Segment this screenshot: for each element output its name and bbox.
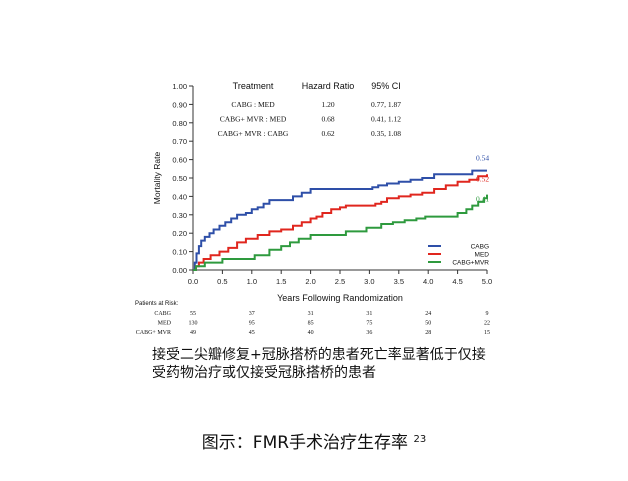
risk-value: 15 [484,330,490,336]
y-tick-label: 0.30 [172,211,187,220]
risk-row-label: CABG+ MVR [136,330,171,336]
risk-value: 75 [366,321,372,327]
hazard-ratio-table: Treatment Hazard Ratio 95% CI CABG : MED 1.2… [218,81,402,138]
x-tick-label: 1.5 [276,277,286,286]
y-tick-label: 0.10 [172,248,187,257]
risk-value: 36 [366,330,372,336]
table-hazard-ratio: 0.62 [321,129,334,138]
table-hazard-ratio: 0.68 [321,115,334,124]
x-tick-label: 3.5 [394,277,404,286]
table-treatment: CABG+ MVR : MED [220,115,287,124]
risk-value: 24 [425,311,431,317]
end-value-label: 0.54 [476,154,489,163]
legend-label: MED [475,252,490,259]
risk-value: 37 [249,311,255,317]
risk-value: 31 [308,311,314,317]
x-tick-label: 2.5 [335,277,345,286]
x-tick-label: 0.0 [188,277,198,286]
y-axis-label: Mortality Rate [152,152,162,205]
risk-value: 49 [190,330,196,336]
legend-label: CABG+MVR [452,260,489,267]
x-axis-label: Years Following Randomization [277,293,403,303]
table-ci: 0.41, 1.12 [371,115,401,124]
risk-value: 28 [425,330,431,336]
table-header: 95% CI [371,81,401,91]
table-ci: 0.77, 1.87 [371,100,401,109]
table-treatment: CABG : MED [231,100,275,109]
y-tick-label: 0.00 [172,266,187,275]
y-tick-label: 0.50 [172,174,187,183]
table-ci: 0.35, 1.08 [371,129,401,138]
y-tick-label: 0.40 [172,192,187,201]
series-line-med [193,174,488,271]
x-tick-label: 3.0 [364,277,374,286]
risk-value: 130 [189,321,198,327]
risk-value: 9 [486,311,489,317]
table-treatment: CABG+ MVR : CABG [218,129,289,138]
patients-at-risk-table: Patients at Risk: CABG 55 37 31 31 24 9 MED 130 95… [135,301,490,336]
x-tick-label: 4.5 [452,277,462,286]
legend-label: CABG [471,244,489,251]
risk-value: 31 [366,311,372,317]
x-tick-label: 4.0 [423,277,433,286]
caption-line-2: 受药物治疗或仅接受冠脉搭桥的患者 [152,365,376,381]
x-tick-label: 5.0 [482,277,492,286]
risk-value: 85 [308,321,314,327]
axes: 0.00 0.10 0.20 0.30 0.40 0.50 0.60 0.70 0.80 0.90… [152,82,492,303]
table-hazard-ratio: 1.20 [321,100,334,109]
risk-row-label: MED [158,321,172,327]
y-tick-label: 1.00 [172,82,187,91]
x-tick-label: 1.0 [247,277,257,286]
y-tick-label: 0.20 [172,229,187,238]
risk-title: Patients at Risk: [135,301,179,307]
end-value-label: 0.41 [476,195,489,204]
risk-value: 95 [249,321,255,327]
figure-caption-text: 图示：FMR手术治疗生存率 [201,433,409,453]
table-header: Hazard Ratio [302,81,355,91]
y-tick-label: 0.60 [172,156,187,165]
x-tick-label: 0.5 [217,277,227,286]
reference-number: 23 [413,434,427,445]
table-header: Treatment [233,81,274,91]
risk-value: 40 [308,330,314,336]
series-line-cabg [193,169,487,271]
risk-value: 22 [484,321,490,327]
risk-row-label: CABG [154,311,171,317]
y-tick-label: 0.90 [172,100,187,109]
series-lines: 0.54 0.52 0.41 [193,154,489,271]
y-tick-label: 0.80 [172,119,187,128]
figure-caption: 图示：FMR手术治疗生存率 23 [0,428,628,453]
y-tick-label: 0.70 [172,137,187,146]
risk-value: 45 [249,330,255,336]
x-tick-label: 2.0 [305,277,315,286]
risk-value: 50 [425,321,431,327]
caption-line-1: 接受二尖瓣修复+冠脉搭桥的患者死亡率显著低于仅接 [152,347,486,363]
risk-value: 55 [190,311,196,317]
end-value-label: 0.52 [476,174,489,183]
series-line-cabg-mvr [193,194,488,271]
